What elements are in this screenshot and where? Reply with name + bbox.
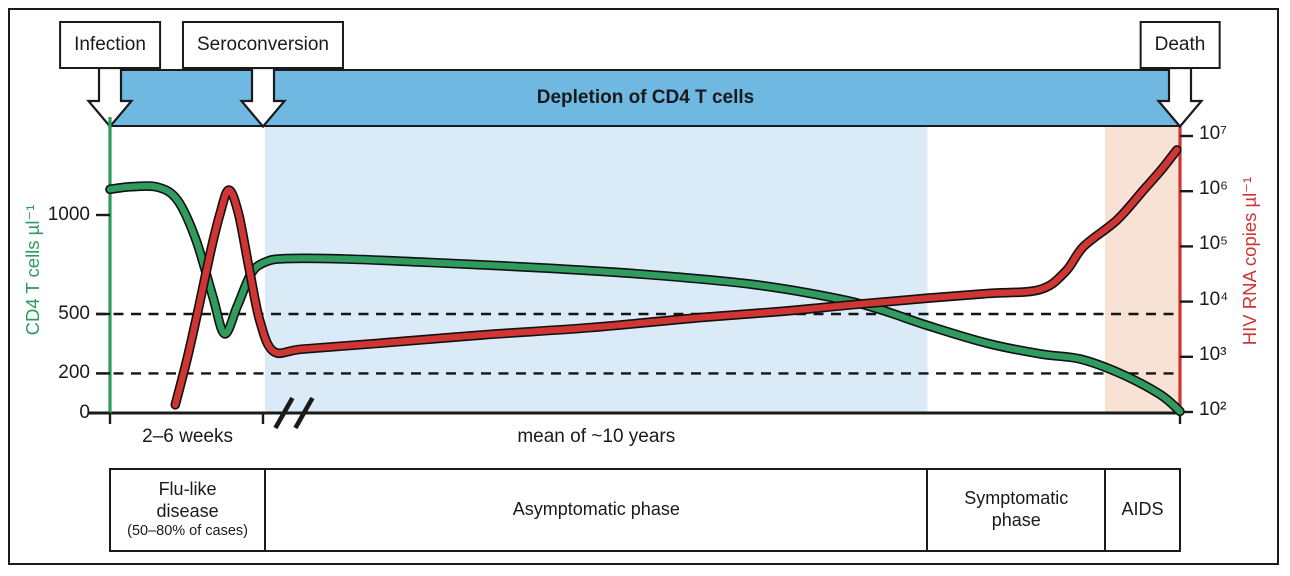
callout-death: Death	[1139, 21, 1221, 69]
phase-label-line: AIDS	[1121, 499, 1164, 520]
timeline-note-0: 2–6 weeks	[142, 426, 233, 447]
phase-label-line: Asymptomatic phase	[512, 499, 680, 520]
right-tick-label-5: 10⁵	[1199, 233, 1229, 255]
right-tick-label-6: 10⁶	[1199, 178, 1228, 200]
banner-label: Depletion of CD4 T cells	[536, 87, 755, 108]
phase-label-line: (50–80% of cases)	[127, 523, 249, 540]
series-HIV-RNA-copies	[172, 146, 1180, 408]
phase-box-symptomatic-phase: Symptomatic phase	[926, 468, 1107, 552]
axis-break-slash	[273, 396, 295, 430]
phase-box-asymptomaticphase: Asymptomatic phase	[264, 468, 929, 552]
seroconversion-arrow-icon	[239, 66, 287, 129]
right-tick-label-3: 10³	[1199, 343, 1227, 365]
phase-label-line: phase	[991, 510, 1041, 530]
phase-box-aids: AIDS	[1104, 468, 1181, 552]
callout-infection: Infection	[59, 21, 161, 69]
death-arrow-icon	[1156, 66, 1204, 129]
figure-border	[8, 8, 1279, 565]
phase-boxes: Flu-like disease (50–80% of cases) Asymptom…	[109, 468, 1182, 552]
phase-label-line: disease	[156, 501, 219, 522]
axis-break-slash	[293, 396, 315, 430]
callout-seroconversion: Seroconversion	[181, 21, 345, 69]
left-tick-label-1000: 1000	[47, 204, 90, 225]
phase-box-flu-like-disease-ofcases: Flu-like disease (50–80% of cases)	[109, 468, 267, 552]
series-CD4-T-cells	[106, 182, 1184, 415]
right-tick-label-2: 10²	[1199, 399, 1227, 420]
depletion-banner: Depletion of CD4 T cells	[110, 69, 1181, 127]
left-tick-label-500: 500	[58, 303, 90, 324]
timeline-note-1: mean of ~10 years	[517, 426, 676, 447]
left-tick-label-200: 200	[58, 362, 90, 384]
right-tick-label-4: 10⁴	[1199, 288, 1229, 310]
phase-label-line: Flu-like	[158, 479, 217, 500]
phase-label-line: Symptomatic	[964, 488, 1069, 509]
aids-shading	[1105, 127, 1180, 413]
right-tick-label-7: 10⁷	[1199, 123, 1228, 144]
infection-arrow-icon	[86, 66, 134, 129]
left-tick-label-0: 0	[79, 402, 90, 423]
